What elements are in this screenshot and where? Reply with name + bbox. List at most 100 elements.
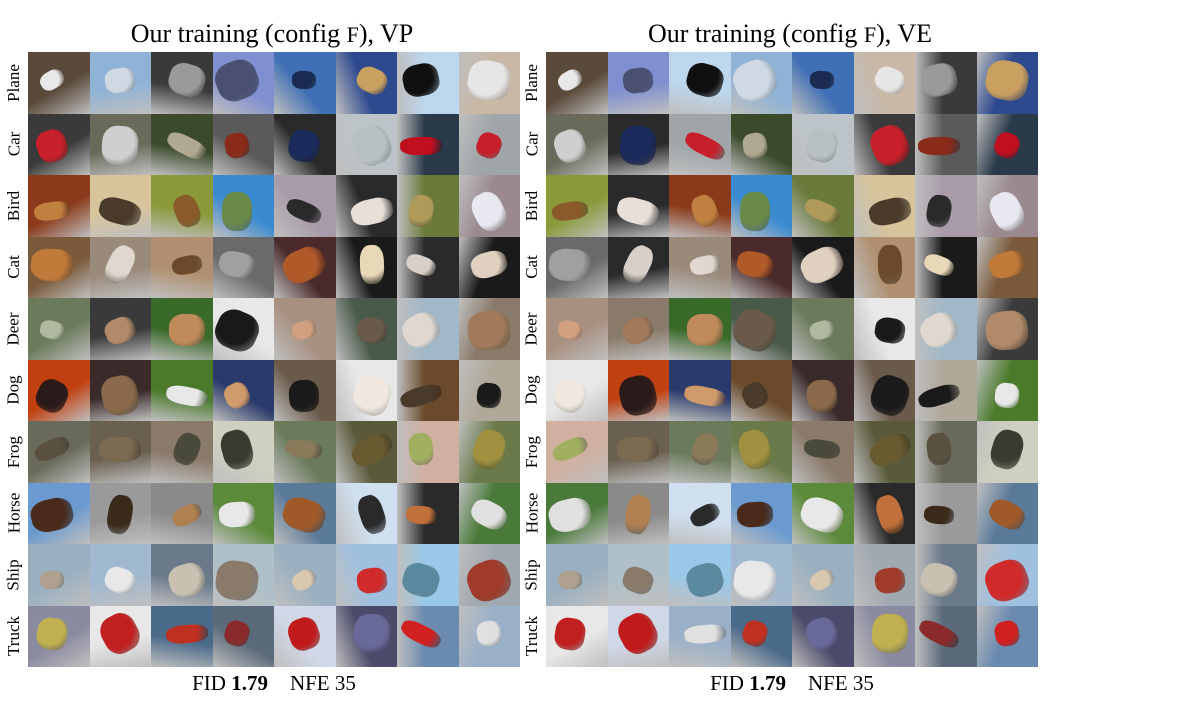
sample-image-frog [397, 421, 459, 483]
metrics-footer: FID 1.79 NFE 35 [28, 669, 520, 697]
sample-image-car [458, 113, 520, 175]
row-label-text: Frog [4, 435, 23, 468]
sample-image-dog [792, 359, 854, 421]
row-label-text: Truck [4, 616, 23, 657]
sample-image-bird [335, 175, 397, 237]
sample-image-dog [669, 359, 731, 421]
sample-image-frog [151, 421, 213, 483]
sample-image-bird [669, 175, 731, 237]
sample-image-bird [458, 175, 520, 237]
sample-image-horse [458, 482, 520, 544]
sample-image-dog [397, 359, 459, 421]
fid-label: FID [710, 671, 744, 695]
sample-image-deer [853, 298, 915, 360]
row-label-frog: Frog [0, 421, 28, 483]
sample-subject [557, 570, 583, 590]
sample-image-cat [915, 236, 977, 298]
sample-image-deer [546, 298, 608, 360]
sample-image-plane [669, 52, 731, 114]
sample-image-truck [730, 605, 792, 667]
sample-image-car [669, 113, 731, 175]
nfe-label: NFE [807, 671, 848, 695]
row-label-text: Deer [4, 312, 23, 346]
sample-image-horse [89, 482, 151, 544]
sample-subject [39, 570, 65, 590]
sample-image-horse [792, 482, 854, 544]
sample-subject [288, 378, 320, 413]
panel-title: Our training (config F), VP [24, 18, 520, 51]
sample-image-deer [458, 298, 520, 360]
sample-image-bird [274, 175, 336, 237]
sample-subject [739, 191, 770, 231]
sample-image-frog [669, 421, 731, 483]
sample-image-ship [607, 544, 669, 606]
row-label-truck: Truck [518, 606, 546, 668]
row-label-cat: Cat [518, 237, 546, 299]
sample-image-bird [151, 175, 213, 237]
sample-image-deer [976, 298, 1038, 360]
sample-image-bird [397, 175, 459, 237]
sample-image-car [28, 113, 90, 175]
sample-image-ship [458, 544, 520, 606]
sample-image-bird [976, 175, 1038, 237]
sample-image-truck [335, 605, 397, 667]
sample-image-horse [151, 482, 213, 544]
sample-subject [870, 612, 909, 655]
row-label-horse: Horse [0, 483, 28, 545]
sample-image-truck [853, 605, 915, 667]
sample-subject [399, 136, 443, 155]
row-label-text: Horse [522, 492, 542, 534]
title-config: F [346, 22, 359, 47]
row-label-bird: Bird [0, 175, 28, 237]
sample-image-bird [89, 175, 151, 237]
sample-image-car [915, 113, 977, 175]
sample-image-plane [730, 52, 792, 114]
row-label-dog: Dog [0, 360, 28, 422]
row-label-bird: Bird [518, 175, 546, 237]
sample-image-ship [730, 544, 792, 606]
title-suffix: ), VP [358, 19, 414, 48]
row-label-deer: Deer [518, 298, 546, 360]
sample-image-plane [89, 52, 151, 114]
sample-image-deer [792, 298, 854, 360]
sample-image-plane [607, 52, 669, 114]
sample-image-car [89, 113, 151, 175]
sample-image-plane [976, 52, 1038, 114]
sample-image-deer [397, 298, 459, 360]
sample-image-truck [458, 605, 520, 667]
sample-subject [291, 70, 317, 90]
sample-image-cat [546, 236, 608, 298]
sample-grid [546, 52, 1038, 667]
sample-image-cat [607, 236, 669, 298]
sample-image-deer [89, 298, 151, 360]
row-label-text: Dog [4, 375, 23, 405]
sample-image-bird [915, 175, 977, 237]
sample-image-deer [335, 298, 397, 360]
panel-ve: Our training (config F), VE Plane Car Bird… [518, 0, 1038, 712]
sample-image-dog [607, 359, 669, 421]
sample-image-frog [730, 421, 792, 483]
fid-label: FID [192, 671, 226, 695]
sample-subject [100, 124, 139, 167]
sample-subject [103, 65, 136, 95]
sample-image-truck [28, 605, 90, 667]
sample-subject [687, 314, 723, 346]
sample-image-bird [546, 175, 608, 237]
sample-image-cat [792, 236, 854, 298]
sample-image-horse [28, 482, 90, 544]
sample-image-cat [669, 236, 731, 298]
sample-subject [993, 381, 1020, 410]
title-prefix: Our training (config [130, 19, 347, 48]
row-labels: Plane Car Bird Cat Deer Dog Frog Horse Ship Truck [518, 52, 546, 667]
sample-image-cat [212, 236, 274, 298]
title-config: F [863, 22, 877, 47]
sample-image-cat [89, 236, 151, 298]
sample-image-dog [458, 359, 520, 421]
sample-image-truck [915, 605, 977, 667]
sample-image-deer [28, 298, 90, 360]
sample-grid [28, 52, 520, 667]
sample-image-truck [274, 605, 336, 667]
sample-image-frog [335, 421, 397, 483]
sample-image-frog [853, 421, 915, 483]
sample-image-plane [458, 52, 520, 114]
